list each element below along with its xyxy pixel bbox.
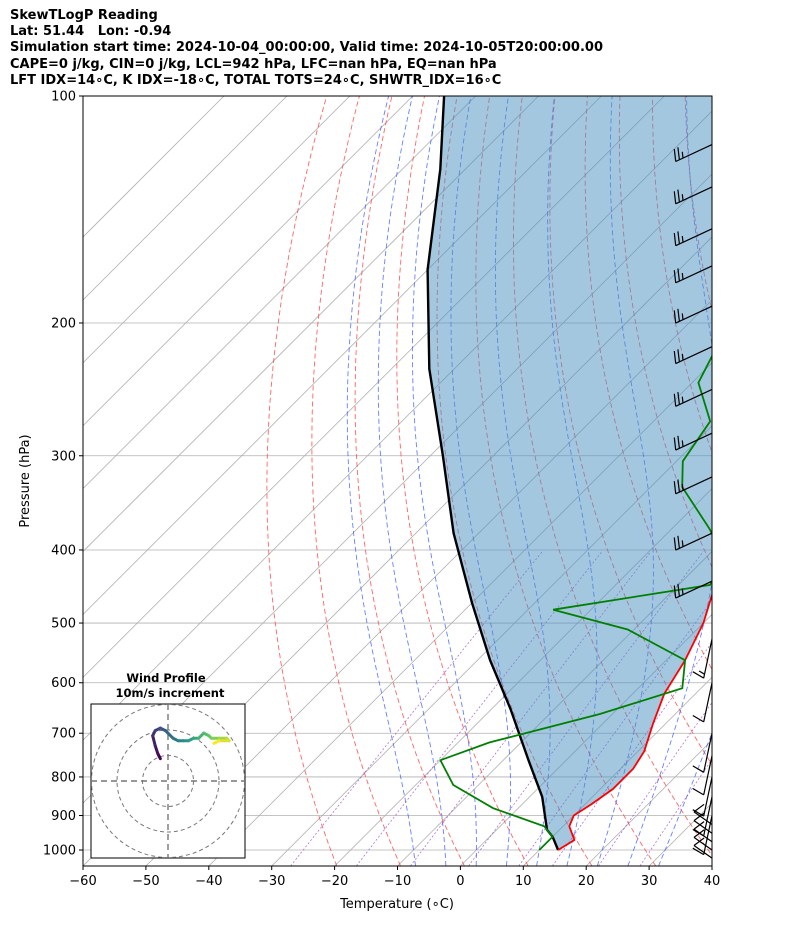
x-tick-label: −60 xyxy=(69,874,96,889)
wind-barb xyxy=(673,305,713,324)
isotherm-gridline xyxy=(83,96,539,553)
x-axis-label: Temperature (∘C) xyxy=(339,897,454,912)
indices-line: LFT IDX=14∘C, K IDX=-18∘C, TOTAL TOTS=24… xyxy=(10,72,502,88)
x-tick-label: 20 xyxy=(578,874,595,889)
cin-shading xyxy=(427,96,712,850)
y-tick-label: 300 xyxy=(51,449,76,464)
x-tick-label: 30 xyxy=(641,874,658,889)
wind-barb xyxy=(692,776,713,817)
wind-barb xyxy=(673,228,713,247)
x-tick-label: −10 xyxy=(384,874,411,889)
isotherm-gridline xyxy=(83,96,225,238)
isotherm-gridline xyxy=(523,676,712,866)
wind-barb xyxy=(673,432,713,451)
mixing-ratio-line xyxy=(551,641,712,866)
y-tick-label: 800 xyxy=(51,770,76,785)
y-tick-label: 100 xyxy=(51,90,76,105)
dry-adiabat xyxy=(396,96,529,866)
moist-adiabat xyxy=(411,96,477,866)
chart-title: SkewTLogP Reading xyxy=(10,8,158,23)
wind-barb xyxy=(693,837,713,859)
wind-barb xyxy=(692,638,713,679)
hodograph-trace xyxy=(212,739,221,745)
isotherm-gridline xyxy=(83,96,288,301)
isotherm-gridline xyxy=(711,865,712,866)
wind-barb xyxy=(673,476,713,495)
y-axis-label: Pressure (hPa) xyxy=(18,434,33,527)
mixing-ratio-line xyxy=(290,551,543,866)
moist-adiabat xyxy=(658,731,712,866)
x-tick-label: 10 xyxy=(515,874,532,889)
y-tick-label: 200 xyxy=(51,316,76,331)
wind-barb xyxy=(692,733,713,773)
wind-barb xyxy=(673,532,713,551)
wind-barb xyxy=(692,682,713,723)
wind-barb xyxy=(692,755,713,796)
y-tick-label: 600 xyxy=(51,676,76,691)
dry-adiabat xyxy=(783,96,794,866)
hodograph-trace xyxy=(151,734,157,748)
x-tick-label: −40 xyxy=(195,874,222,889)
temperature-line xyxy=(557,593,712,851)
wind-barb xyxy=(673,580,713,599)
hodograph-title: Wind Profile xyxy=(126,671,206,685)
wind-barb xyxy=(693,803,713,825)
parcel-profile-line xyxy=(426,96,560,851)
x-tick-label: −20 xyxy=(321,874,348,889)
moist-adiabat xyxy=(377,96,447,866)
dry-adiabat xyxy=(311,96,402,866)
isotherm-gridline xyxy=(775,96,794,866)
dry-adiabat xyxy=(266,96,338,866)
dry-adiabat xyxy=(354,96,465,866)
isotherm-gridline xyxy=(83,96,476,490)
dewpoint-line xyxy=(439,354,712,851)
location-line: Lat: 51.44 Lon: -0.94 xyxy=(10,24,172,40)
wind-barbs xyxy=(673,144,713,859)
plot-area xyxy=(83,96,794,866)
axes: −60 −50 −40 −30 −20 −10 0 10 20 30 40 100 200 300 400 5… xyxy=(43,90,720,890)
hodograph: Wind Profile 10m/s increment xyxy=(90,671,246,859)
x-tick-label: 0 xyxy=(456,874,464,889)
y-tick-label: 400 xyxy=(51,543,76,558)
moist-adiabat xyxy=(627,96,712,866)
isotherm-gridline xyxy=(334,488,712,866)
moist-adiabat xyxy=(346,96,416,866)
cape-line: CAPE=0 j/kg, CIN=0 j/kg, LCL=942 hPa, LF… xyxy=(10,56,497,72)
simulation-time-line: Simulation start time: 2024-10-04_00:00:… xyxy=(10,40,603,56)
x-tick-label: 40 xyxy=(704,874,721,889)
y-tick-label: 900 xyxy=(51,809,76,824)
chart-header: SkewTLogP Reading Lat: 51.44 Lon: -0.94 … xyxy=(10,8,603,89)
hodograph-subtitle: 10m/s increment xyxy=(116,686,225,700)
wind-barb xyxy=(673,265,713,284)
x-tick-label: −50 xyxy=(132,874,159,889)
wind-barb xyxy=(692,815,713,856)
wind-barb xyxy=(673,186,713,205)
y-tick-label: 700 xyxy=(51,727,76,742)
y-tick-label: 1000 xyxy=(43,844,76,859)
isotherm-gridline xyxy=(83,96,413,427)
wind-barb xyxy=(673,388,713,407)
wind-barb xyxy=(692,796,713,837)
dry-adiabat xyxy=(750,96,794,866)
wind-barb xyxy=(673,144,713,163)
dry-adiabat xyxy=(718,96,794,866)
wind-barb xyxy=(673,346,713,365)
y-tick-label: 500 xyxy=(51,617,76,632)
x-tick-label: −30 xyxy=(258,874,285,889)
hodograph-plot xyxy=(91,704,245,858)
isotherm-gridline xyxy=(83,96,351,364)
